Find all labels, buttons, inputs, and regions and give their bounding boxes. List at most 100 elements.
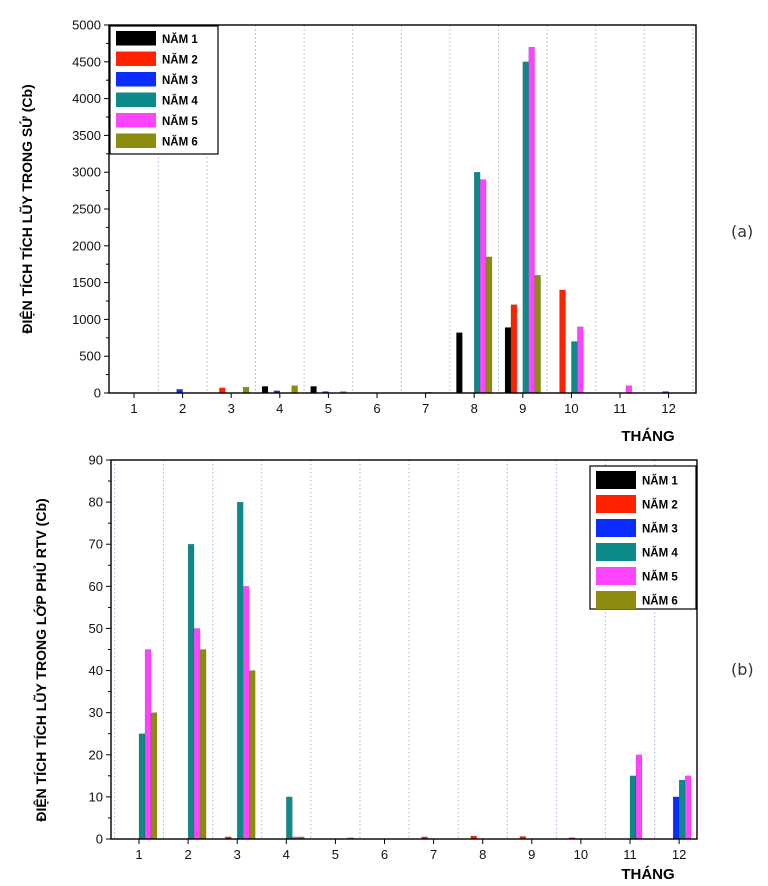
y-axis-title: ĐIỆN TÍCH TÍCH LŨY TRONG LỚP PHỦ RTV (Cb… <box>32 498 49 821</box>
legend-swatch <box>596 543 636 561</box>
bar <box>193 628 201 840</box>
bar <box>625 385 633 394</box>
legend-box <box>589 465 697 610</box>
bar <box>678 779 686 840</box>
legend-swatch <box>596 471 636 489</box>
bar <box>138 733 146 840</box>
legend-entry: NĂM 6 <box>162 135 198 148</box>
legend-swatch <box>116 31 156 46</box>
bar <box>485 256 493 394</box>
bar <box>242 386 250 394</box>
x-tick-label: 6 <box>373 401 380 416</box>
bar <box>144 649 152 840</box>
y-tick-label: 40 <box>89 663 103 678</box>
legend-swatch <box>596 567 636 585</box>
y-tick-label: 0 <box>96 832 103 847</box>
legend-entry: NĂM 1 <box>642 475 678 488</box>
bar <box>236 501 244 840</box>
x-axis-title: THÁNG <box>621 428 674 445</box>
x-tick-label: 11 <box>623 847 637 862</box>
bar <box>577 326 584 394</box>
legend-entry: NĂM 3 <box>642 523 678 536</box>
panel-label-a: (a) <box>731 222 754 241</box>
legend-swatch <box>596 495 636 513</box>
x-tick-label: 1 <box>135 847 142 862</box>
legend-entry: NĂM 1 <box>162 33 198 46</box>
bar <box>510 304 518 394</box>
x-tick-label: 12 <box>661 401 675 416</box>
legend-entry: NĂM 6 <box>642 595 678 608</box>
bar <box>672 796 680 840</box>
y-tick-label: 1000 <box>72 312 101 327</box>
x-tick-label: 7 <box>430 847 437 862</box>
y-tick-label: 10 <box>89 789 103 804</box>
legend-entry: NĂM 2 <box>162 53 198 66</box>
legend-entry: NĂM 5 <box>642 571 678 584</box>
bar <box>534 275 541 394</box>
bar <box>199 649 207 840</box>
y-tick-label: 80 <box>89 495 103 510</box>
bar <box>310 386 317 394</box>
y-tick-label: 500 <box>79 349 101 364</box>
bar <box>291 385 298 394</box>
y-tick-label: 70 <box>89 537 103 552</box>
legend-swatch <box>596 519 636 537</box>
y-tick-label: 2500 <box>72 202 101 217</box>
bar <box>504 327 512 394</box>
bar <box>286 796 293 840</box>
bar <box>242 586 250 840</box>
x-tick-label: 6 <box>381 847 388 862</box>
legend-box <box>109 25 219 155</box>
legend: NĂM 1 NĂM 2 NĂM 3 NĂM 4 NĂM 5 NĂM 6 <box>109 25 219 155</box>
x-tick-label: 1 <box>130 401 137 416</box>
x-tick-label: 11 <box>613 401 627 416</box>
y-tick-label: 2000 <box>72 238 101 253</box>
y-tick-label: 90 <box>89 453 103 468</box>
bar <box>479 179 487 394</box>
x-tick-label: 3 <box>228 401 235 416</box>
legend-swatch <box>596 591 636 609</box>
bar <box>248 670 256 840</box>
bar <box>559 289 566 394</box>
x-axis-title: THÁNG <box>621 866 674 883</box>
y-tick-label: 1500 <box>72 275 101 290</box>
x-tick-label: 10 <box>564 401 578 416</box>
legend-entry: NĂM 4 <box>162 94 198 107</box>
y-tick-label: 60 <box>89 579 103 594</box>
y-tick-label: 5000 <box>72 18 101 33</box>
x-tick-label: 12 <box>672 847 686 862</box>
legend-entry: NĂM 3 <box>162 74 198 87</box>
bar <box>456 332 463 394</box>
x-tick-label: 2 <box>184 847 191 862</box>
x-tick-label: 4 <box>283 847 290 862</box>
x-tick-label: 8 <box>471 401 478 416</box>
bar <box>629 775 637 840</box>
x-tick-label: 10 <box>574 847 588 862</box>
legend-swatch <box>116 72 156 87</box>
y-tick-label: 50 <box>89 621 103 636</box>
y-tick-label: 3000 <box>72 165 101 180</box>
x-tick-label: 9 <box>528 847 535 862</box>
bar <box>571 341 578 394</box>
bar <box>187 544 195 840</box>
legend-swatch <box>116 113 156 128</box>
bar <box>528 46 535 394</box>
bar <box>219 387 226 394</box>
legend-entry: NĂM 5 <box>162 115 198 128</box>
x-tick-label: 5 <box>325 401 332 416</box>
y-tick-label: 4500 <box>72 54 101 69</box>
y-tick-label: 30 <box>89 705 103 720</box>
bar <box>261 386 269 394</box>
y-tick-label: 20 <box>89 747 103 762</box>
y-axis-title: ĐIỆN TÍCH TÍCH LŨY TRONG SỨ (Cb) <box>18 84 35 333</box>
bar <box>150 712 158 840</box>
bar <box>474 171 481 394</box>
bar <box>635 754 643 840</box>
x-tick-label: 5 <box>332 847 339 862</box>
bar <box>522 61 529 394</box>
x-tick-label: 3 <box>234 847 241 862</box>
x-tick-label: 2 <box>179 401 186 416</box>
bar <box>684 775 692 840</box>
legend: NĂM 1 NĂM 2 NĂM 3 NĂM 4 NĂM 5 NĂM 6 <box>589 465 697 610</box>
